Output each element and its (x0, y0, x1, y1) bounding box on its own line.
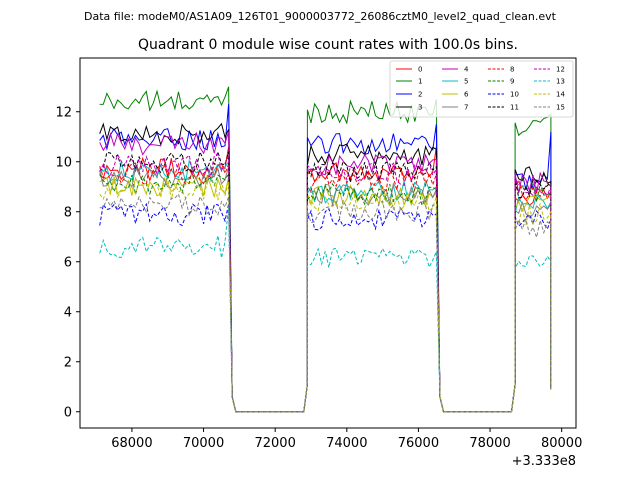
plot-lines (99, 86, 552, 413)
x-tick-label: 68000 (111, 436, 152, 451)
x-tick-label: 76000 (398, 436, 439, 451)
legend-label-3: 3 (418, 104, 422, 112)
y-tick-label: 8 (64, 205, 72, 220)
legend-label-12: 12 (556, 66, 565, 74)
y-axis-ticks: 0 2 4 6 8 10 12 (55, 105, 80, 420)
series-line-9 (99, 172, 552, 413)
y-tick-label: 12 (55, 105, 72, 120)
legend-label-6: 6 (464, 91, 469, 99)
x-tick-label: 74000 (326, 436, 367, 451)
series-line-12 (99, 152, 552, 413)
y-tick-label: 6 (64, 255, 72, 270)
x-tick-label: 80000 (541, 436, 582, 451)
legend-label-8: 8 (510, 66, 514, 74)
legend-label-5: 5 (464, 78, 468, 86)
y-tick-label: 2 (64, 355, 72, 370)
legend-label-7: 7 (464, 104, 468, 112)
plot-frame (79, 57, 577, 429)
legend-label-13: 13 (556, 78, 565, 86)
legend-label-9: 9 (510, 78, 514, 86)
series-line-10 (99, 202, 552, 413)
series-line-1 (99, 86, 552, 413)
x-offset-label: +3.333e8 (512, 454, 576, 469)
x-axis-ticks: 68000 70000 72000 74000 76000 78000 80000 (111, 428, 582, 451)
legend-label-11: 11 (510, 104, 519, 112)
legend-label-4: 4 (464, 66, 469, 74)
series-line-15 (99, 192, 552, 413)
x-tick-label: 70000 (183, 436, 224, 451)
legend-label-1: 1 (418, 78, 422, 86)
legend-label-15: 15 (556, 104, 565, 112)
legend-label-2: 2 (418, 91, 422, 99)
series-line-5 (99, 158, 552, 413)
series-line-2 (99, 104, 552, 413)
series-line-14 (99, 177, 552, 413)
chart-suptitle: Data file: modeM0/AS1A09_126T01_90000037… (84, 10, 557, 23)
y-tick-label: 0 (64, 405, 72, 420)
series-line-13 (99, 206, 552, 413)
series-line-3 (99, 122, 552, 413)
series-line-11 (99, 149, 552, 413)
y-tick-label: 4 (64, 305, 72, 320)
chart-title: Quadrant 0 module wise count rates with … (138, 37, 518, 53)
legend-label-14: 14 (556, 91, 565, 99)
legend-box (389, 60, 574, 118)
legend-label-0: 0 (418, 66, 422, 74)
x-tick-label: 78000 (469, 436, 510, 451)
x-tick-label: 72000 (254, 436, 295, 451)
legend-label-10: 10 (510, 91, 519, 99)
y-tick-label: 10 (55, 155, 72, 170)
